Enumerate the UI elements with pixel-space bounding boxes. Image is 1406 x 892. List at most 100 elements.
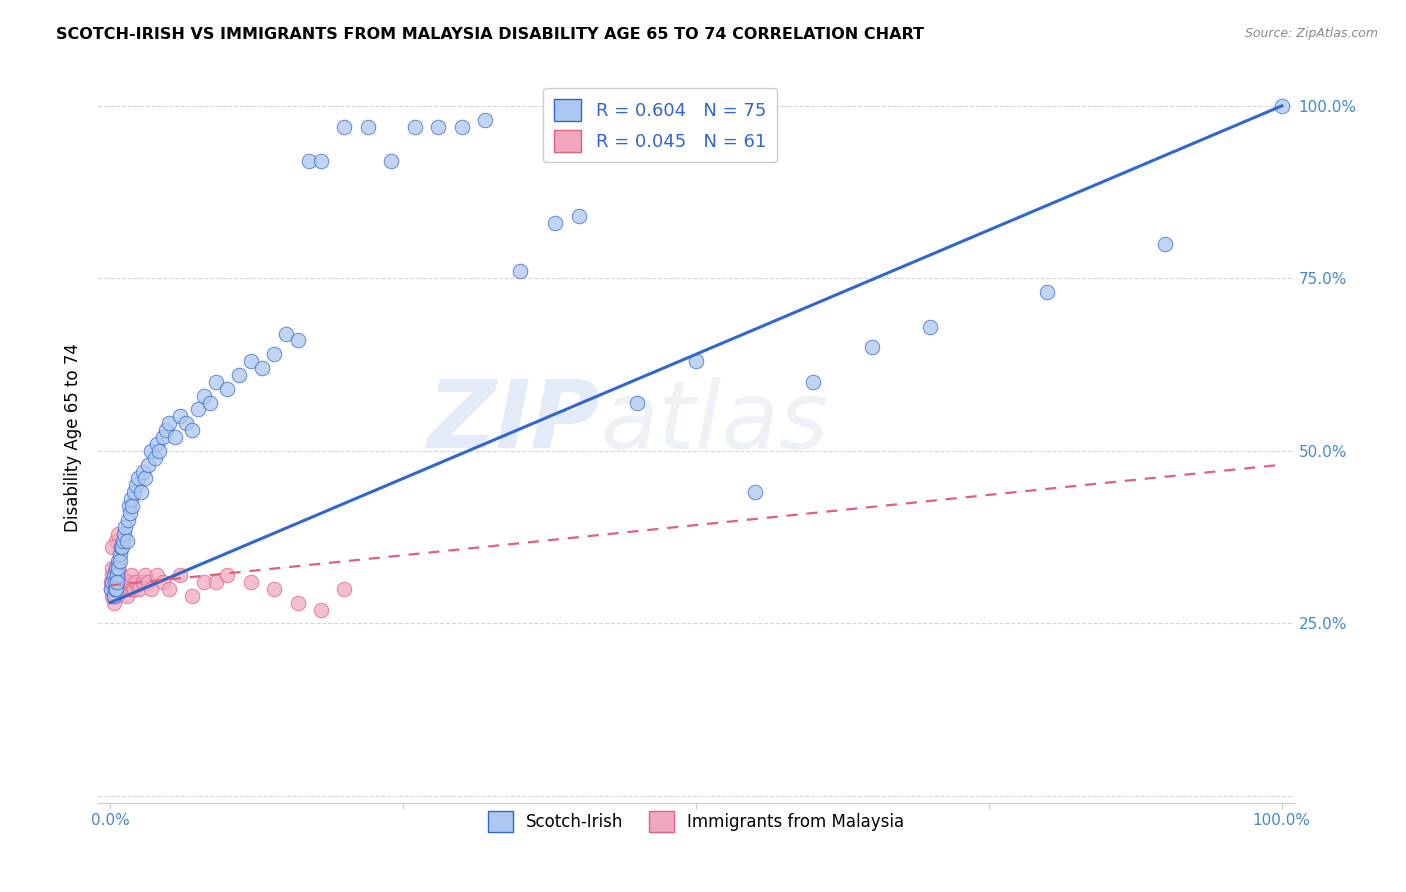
Point [117,513,139,527]
Point [121,499,143,513]
Point [193,574,215,589]
Point [141,443,163,458]
Point [263,582,285,596]
Point [105,582,128,596]
Point [120,568,142,582]
Point [134,568,156,582]
Point [157,582,180,596]
Point [263,347,285,361]
Point [104,574,127,589]
Point [217,568,239,582]
Point [120,492,142,507]
Point [118,582,141,596]
Point [111,582,134,596]
Point [143,450,166,465]
Point [120,574,141,589]
Point [132,465,155,479]
Point [132,574,155,589]
Point [309,154,332,169]
Point [125,478,148,492]
Legend: Scotch-Irish, Immigrants from Malaysia: Scotch-Irish, Immigrants from Malaysia [481,805,911,838]
Point [110,541,132,555]
Text: Source: ZipAtlas.com: Source: ZipAtlas.com [1244,27,1378,40]
Point [111,574,134,589]
Point [127,471,149,485]
Point [105,574,128,589]
Point [118,499,141,513]
Point [626,395,648,409]
Point [568,209,591,223]
Point [169,568,191,582]
Point [112,582,135,596]
Point [252,361,274,376]
Point [1153,236,1175,251]
Y-axis label: Disability Age 65 to 74: Disability Age 65 to 74 [65,343,83,532]
Point [193,389,215,403]
Point [404,120,426,134]
Point [101,589,124,603]
Point [125,574,148,589]
Point [157,417,180,431]
Point [103,589,125,603]
Point [115,589,138,603]
Point [134,471,156,485]
Point [103,589,125,603]
Point [860,340,883,354]
Point [1271,99,1294,113]
Point [108,574,131,589]
Point [103,568,125,582]
Point [112,574,135,589]
Point [100,582,122,596]
Point [108,582,131,596]
Point [204,375,226,389]
Point [117,574,139,589]
Point [239,354,262,368]
Point [152,574,174,589]
Point [287,334,309,348]
Point [122,582,145,596]
Point [103,582,125,596]
Point [104,574,127,589]
Point [217,382,239,396]
Point [110,574,132,589]
Point [110,568,132,582]
Text: ZIP: ZIP [427,376,600,468]
Point [112,533,135,548]
Point [105,568,128,582]
Point [129,485,152,500]
Point [128,582,150,596]
Point [108,568,131,582]
Text: atlas: atlas [600,377,828,468]
Point [198,395,221,409]
Point [136,458,159,472]
Point [108,548,131,562]
Point [163,430,186,444]
Point [115,533,138,548]
Point [239,574,262,589]
Point [100,574,122,589]
Point [152,430,174,444]
Point [1036,285,1059,300]
Point [169,409,191,424]
Point [685,354,707,368]
Point [100,582,122,596]
Point [146,437,169,451]
Point [107,568,129,582]
Point [174,417,197,431]
Point [146,568,169,582]
Point [104,582,127,596]
Point [105,574,128,589]
Point [108,554,131,568]
Point [107,526,129,541]
Point [136,574,159,589]
Point [105,568,128,582]
Point [105,568,128,582]
Point [120,506,141,520]
Point [450,120,472,134]
Point [107,561,129,575]
Text: SCOTCH-IRISH VS IMMIGRANTS FROM MALAYSIA DISABILITY AGE 65 TO 74 CORRELATION CHA: SCOTCH-IRISH VS IMMIGRANTS FROM MALAYSIA… [56,27,924,42]
Point [104,582,127,596]
Point [427,120,450,134]
Point [333,582,356,596]
Point [309,602,332,616]
